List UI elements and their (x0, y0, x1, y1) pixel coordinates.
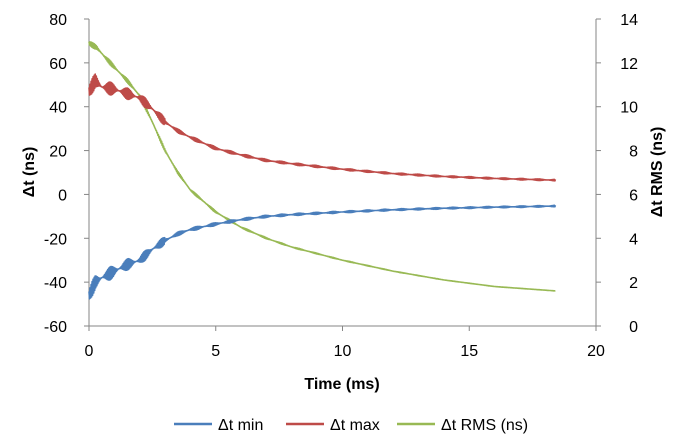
legend-label-dt-min: Δt min (218, 417, 263, 434)
y2-tick-label: 14 (620, 12, 638, 29)
y-tick-label: 60 (49, 56, 67, 73)
y-tick-label: -40 (44, 275, 67, 292)
legend-label-dt-max: Δt max (330, 417, 380, 434)
y-tick-label: -20 (44, 231, 67, 248)
x-tick-label: 20 (587, 343, 605, 360)
y2-tick-label: 6 (629, 187, 638, 204)
series-line-dt-rms (88, 41, 556, 292)
series-line-dt-max (88, 73, 557, 182)
series-line-dt-min (88, 204, 557, 300)
legend-label-dt-rms: Δt RMS (ns) (441, 417, 528, 434)
series-layer (88, 41, 557, 300)
y-tick-label: 80 (49, 12, 67, 29)
y2-tick-label: 8 (629, 144, 638, 161)
axis-ticks (84, 18, 601, 331)
x-tick-label: 15 (460, 343, 478, 360)
y-tick-label: 20 (49, 144, 67, 161)
y-tick-label: 40 (49, 100, 67, 117)
y2-tick-label: 0 (629, 319, 638, 336)
y2-tick-label: 10 (620, 100, 638, 117)
x-axis-title: Time (ms) (304, 376, 379, 393)
y2-tick-label: 12 (620, 56, 638, 73)
y-tick-label: -60 (44, 319, 67, 336)
x-tick-label: 0 (85, 343, 94, 360)
left-y-axis-title: Δt (ns) (21, 147, 38, 198)
right-y-axis-title: Δt RMS (ns) (649, 127, 666, 218)
y2-tick-label: 2 (629, 275, 638, 292)
y-tick-label: 0 (58, 187, 67, 204)
x-tick-label: 10 (334, 343, 352, 360)
x-tick-label: 5 (211, 343, 220, 360)
legend: Δt min Δt max Δt RMS (ns) (174, 417, 528, 434)
y2-tick-label: 4 (629, 231, 638, 248)
